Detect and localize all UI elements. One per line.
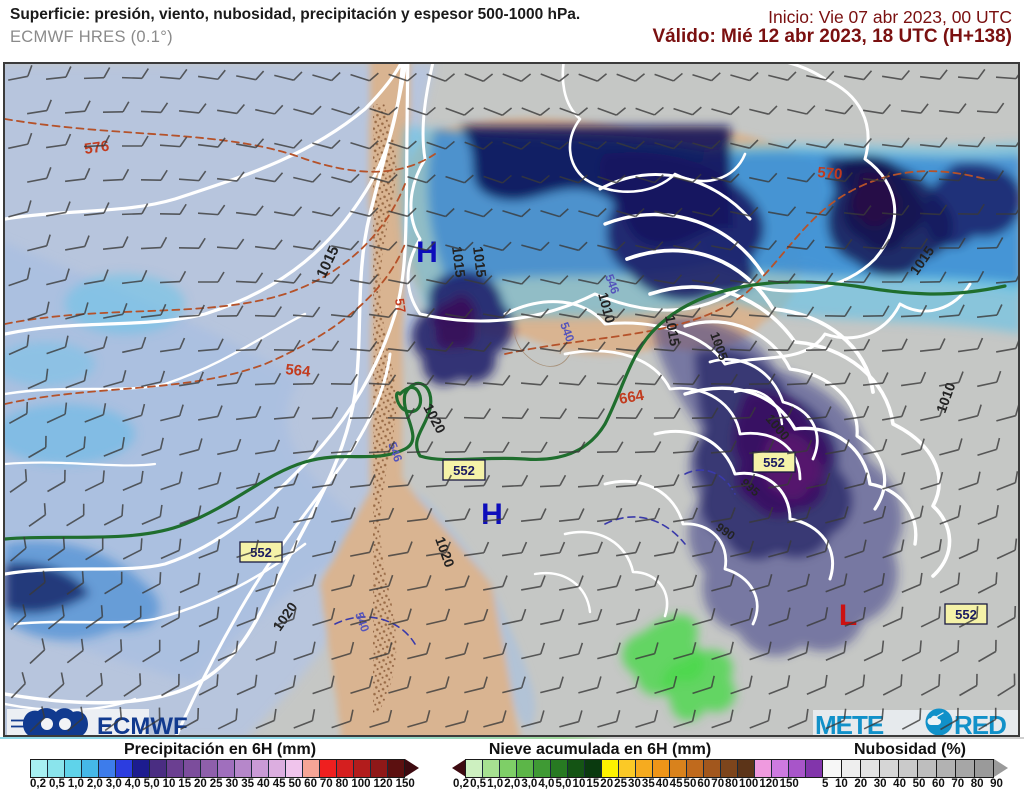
svg-text:H: H bbox=[416, 236, 438, 269]
svg-text:552: 552 bbox=[763, 455, 785, 470]
svg-text:ECMWF: ECMWF bbox=[97, 713, 188, 737]
svg-text:RED: RED bbox=[954, 710, 1006, 737]
svg-text:564: 564 bbox=[285, 361, 312, 381]
svg-text:552: 552 bbox=[453, 463, 475, 478]
svg-text:H: H bbox=[481, 498, 503, 531]
svg-text:L: L bbox=[839, 599, 857, 632]
